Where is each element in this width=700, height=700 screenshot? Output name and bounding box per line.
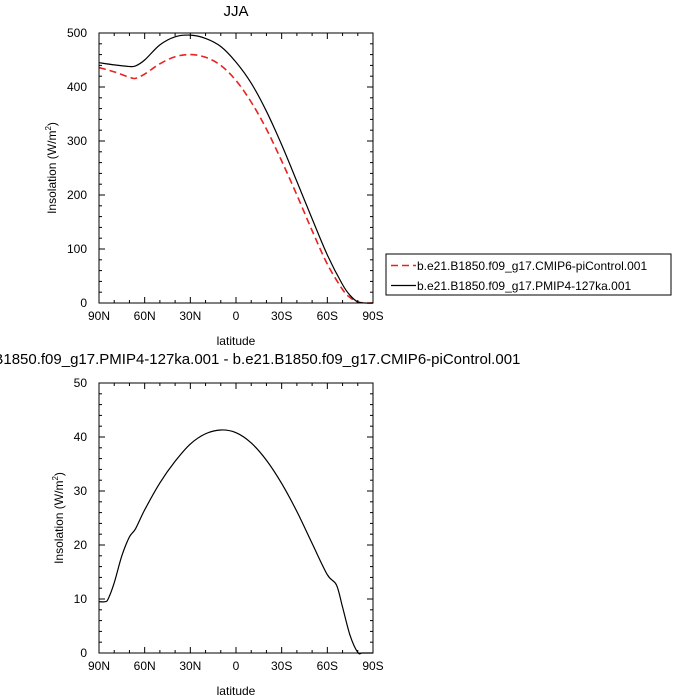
- plot-frame: [98, 32, 374, 304]
- x-tick-label: 0: [233, 309, 240, 323]
- y-tick-label: 30: [74, 484, 88, 498]
- x-axis-label: latitude: [217, 684, 256, 698]
- series-line-0: [98, 429, 374, 655]
- series-layer: [98, 429, 374, 655]
- x-tick-label: 90N: [88, 659, 110, 673]
- x-tick-label: 60N: [134, 659, 156, 673]
- legend-box: [385, 253, 672, 296]
- tick-layer: 90N 60N 30N 0 30S 60S 90S 0 100 200 300 400 500: [67, 26, 384, 323]
- x-axis-label: latitude: [217, 334, 256, 348]
- x-tick-label: 90S: [362, 659, 383, 673]
- y-tick-label: 20: [74, 538, 88, 552]
- x-tick-label: 60S: [317, 309, 338, 323]
- y-tick-label: 200: [67, 188, 87, 202]
- x-tick-label: 30S: [271, 659, 292, 673]
- x-tick-label: 30S: [271, 309, 292, 323]
- chart-title: JJA: [223, 3, 248, 20]
- y-tick-label: 0: [80, 296, 87, 310]
- x-tick-label: 0: [233, 659, 240, 673]
- x-tick-label: 90S: [362, 309, 383, 323]
- y-tick-label: 0: [80, 646, 87, 660]
- y-tick-label: 400: [67, 80, 87, 94]
- legend-label-127ka: b.e21.B1850.f09_g17.PMIP4-127ka.001: [417, 279, 631, 293]
- y-axis-label: Insolation (W/m2): [44, 122, 59, 214]
- series-line-0: [98, 53, 374, 304]
- y-tick-label: 500: [67, 26, 87, 40]
- x-tick-label: 60S: [317, 659, 338, 673]
- x-tick-label: 60N: [134, 309, 156, 323]
- plot-frame: [98, 382, 374, 654]
- legend: b.e21.B1850.f09_g17.CMIP6-piControl.001 …: [385, 253, 672, 296]
- y-tick-label: 300: [67, 134, 87, 148]
- panel-bottom: b.e21.B1850.f09_g17.PMIP4-127ka.001 - b.…: [0, 351, 520, 698]
- tick-layer: 90N 60N 30N 0 30S 60S 90S 0 10 20 30 40 50: [74, 376, 384, 673]
- series-layer: [98, 34, 374, 304]
- y-tick-label: 10: [74, 592, 88, 606]
- legend-label-picontrol: b.e21.B1850.f09_g17.CMIP6-piControl.001: [417, 259, 647, 273]
- x-tick-label: 30N: [179, 659, 201, 673]
- y-tick-label: 50: [74, 376, 88, 390]
- y-tick-label: 40: [74, 430, 88, 444]
- y-axis-label: Insolation (W/m2): [51, 472, 66, 564]
- y-tick-label: 100: [67, 242, 87, 256]
- series-line-1: [98, 34, 374, 304]
- x-tick-label: 90N: [88, 309, 110, 323]
- chart-title-difference: b.e21.B1850.f09_g17.PMIP4-127ka.001 - b.…: [0, 351, 520, 368]
- panel-top: JJA 90N 60N 30N 0 30S 60S 90S0100200300400500 …: [44, 3, 384, 348]
- x-tick-label: 30N: [179, 309, 201, 323]
